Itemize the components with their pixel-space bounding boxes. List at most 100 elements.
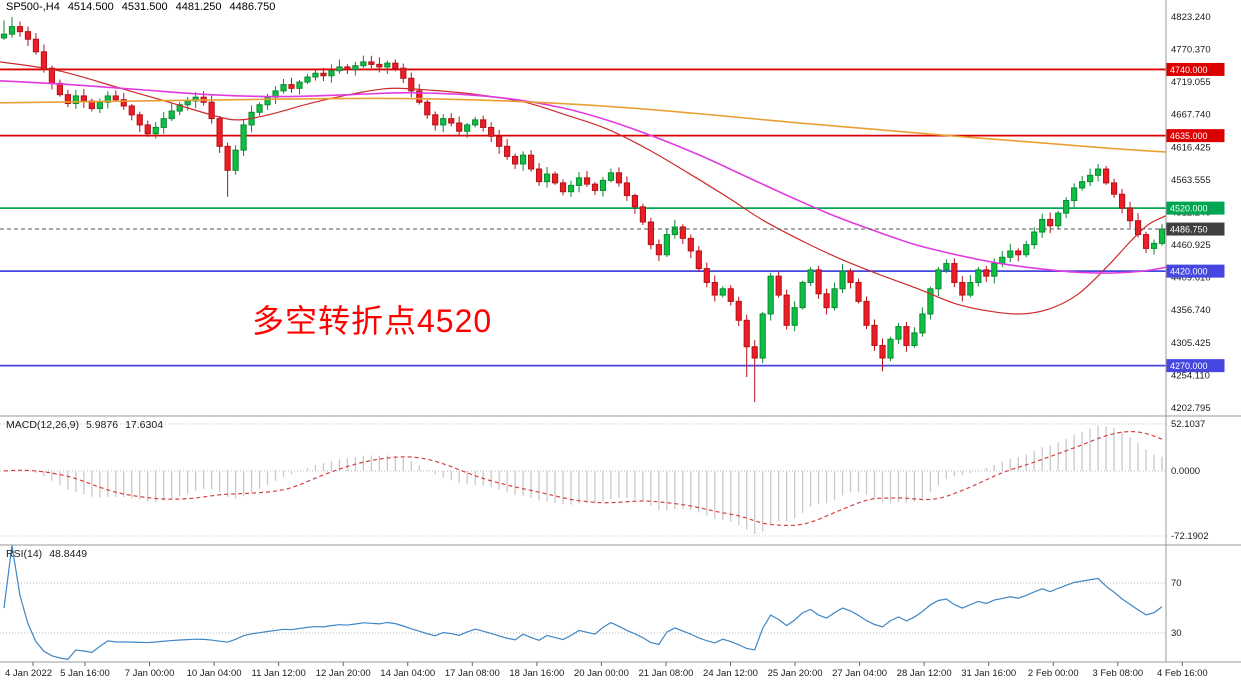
candle-body	[831, 288, 838, 309]
candle-body	[368, 61, 375, 65]
candle-body	[1126, 207, 1134, 222]
candle-body	[24, 31, 32, 40]
candle-body	[863, 300, 870, 326]
candle-body	[663, 234, 670, 256]
candle-body	[631, 194, 639, 208]
time-axis-label: 5 Jan 16:00	[60, 668, 110, 679]
candle-body	[336, 66, 343, 72]
price-axis-label: 4460.925	[1171, 240, 1211, 251]
rsi-name: RSI(14)	[6, 548, 43, 560]
time-axis-label: 7 Jan 00:00	[125, 668, 175, 679]
candle-body	[8, 26, 16, 35]
candle-body	[1007, 250, 1014, 258]
price-axis-label: 4823.240	[1171, 12, 1211, 23]
candle-body	[488, 126, 495, 137]
candle-body	[360, 61, 367, 67]
rsi-axis-label: 70	[1171, 578, 1182, 589]
candle-body	[903, 326, 910, 346]
candle-body	[176, 104, 183, 112]
candle-body	[655, 244, 662, 256]
level-badge	[1166, 359, 1225, 373]
level-badge-label: 4740.000	[1170, 65, 1208, 75]
macd-name: MACD(12,26,9)	[6, 419, 79, 431]
rsi-axis-label: 30	[1171, 628, 1182, 639]
price-axis-label: 4202.795	[1171, 403, 1211, 414]
macd-indicator-label: MACD(12,26,9) 5.9876 17.6304	[6, 419, 170, 431]
time-axis-label: 31 Jan 16:00	[961, 668, 1016, 679]
candle-body	[951, 263, 958, 283]
candle-body	[112, 95, 119, 101]
candle-body	[312, 72, 319, 78]
macd-axis-label: -72.1902	[1171, 531, 1209, 542]
time-axis-label: 10 Jan 04:00	[187, 668, 242, 679]
candle-body	[623, 182, 631, 196]
ma-line-fast-red	[0, 61, 1167, 315]
candle-body	[543, 173, 551, 183]
level-badge-label: 4270.000	[1170, 361, 1208, 371]
candle-body	[895, 326, 902, 340]
candle-body	[775, 275, 782, 296]
candle-body	[567, 184, 575, 193]
level-badge-label: 4420.000	[1170, 267, 1208, 277]
level-badge	[1166, 201, 1225, 215]
price-axis-label: 4356.740	[1171, 305, 1211, 316]
candle-body	[72, 95, 79, 104]
price-axis-label: 4719.055	[1171, 77, 1211, 88]
candle-body	[320, 72, 327, 77]
candle-body	[1039, 218, 1046, 233]
candle-body	[679, 226, 686, 239]
rsi-line	[3, 545, 1163, 660]
candle-body	[96, 101, 103, 110]
candle-body	[919, 313, 926, 334]
candle-body	[504, 145, 511, 157]
bar-close-value: 4486.750	[229, 1, 276, 13]
candle-body	[703, 268, 710, 283]
candle-body	[144, 124, 151, 135]
candle-body	[280, 84, 287, 92]
candle-body	[464, 124, 471, 132]
candle-body	[559, 182, 567, 193]
candle-body	[943, 263, 950, 271]
candle-body	[1142, 234, 1150, 249]
candle-body	[520, 154, 527, 165]
time-axis-label: 4 Jan 2022	[5, 668, 52, 679]
candle-body	[232, 149, 239, 171]
candle-body	[104, 95, 111, 103]
candle-body	[607, 172, 615, 181]
candle-body	[687, 237, 694, 252]
rsi-value: 48.8449	[49, 548, 88, 560]
candle-body	[751, 346, 758, 359]
candle-body	[208, 101, 215, 120]
price-axis-label: 4616.425	[1171, 142, 1211, 153]
candle-body	[512, 155, 519, 165]
ma-line-slow-orange	[0, 97, 1167, 153]
price-axis-label: 4305.425	[1171, 338, 1211, 349]
candle-body	[599, 179, 607, 191]
candle-body	[719, 288, 726, 296]
price-axis-label: 4254.110	[1171, 370, 1210, 381]
text-annotation: 多空转折点4520	[252, 303, 493, 339]
candle-body	[767, 275, 774, 315]
candle-body	[615, 172, 623, 184]
macd-main-value: 5.9876	[85, 419, 119, 431]
candle-body	[1063, 200, 1070, 214]
candle-body	[1158, 228, 1166, 244]
candle-body	[695, 250, 702, 270]
candle-body	[575, 177, 583, 186]
candle-body	[535, 168, 543, 183]
candle-body	[400, 67, 407, 79]
time-axis-label: 21 Jan 08:00	[638, 668, 693, 679]
time-axis-label: 27 Jan 04:00	[832, 668, 887, 679]
candle-body	[1087, 174, 1094, 183]
candle-body	[1031, 231, 1038, 246]
candle-body	[807, 269, 814, 283]
level-badge	[1166, 129, 1225, 143]
candle-body	[1023, 244, 1030, 256]
time-axis-label: 2 Feb 00:00	[1028, 668, 1079, 679]
candle-body	[959, 281, 966, 296]
candle-body	[799, 281, 806, 309]
level-badge	[1166, 222, 1225, 236]
candle-body	[967, 281, 974, 296]
candle-body	[1110, 182, 1118, 195]
